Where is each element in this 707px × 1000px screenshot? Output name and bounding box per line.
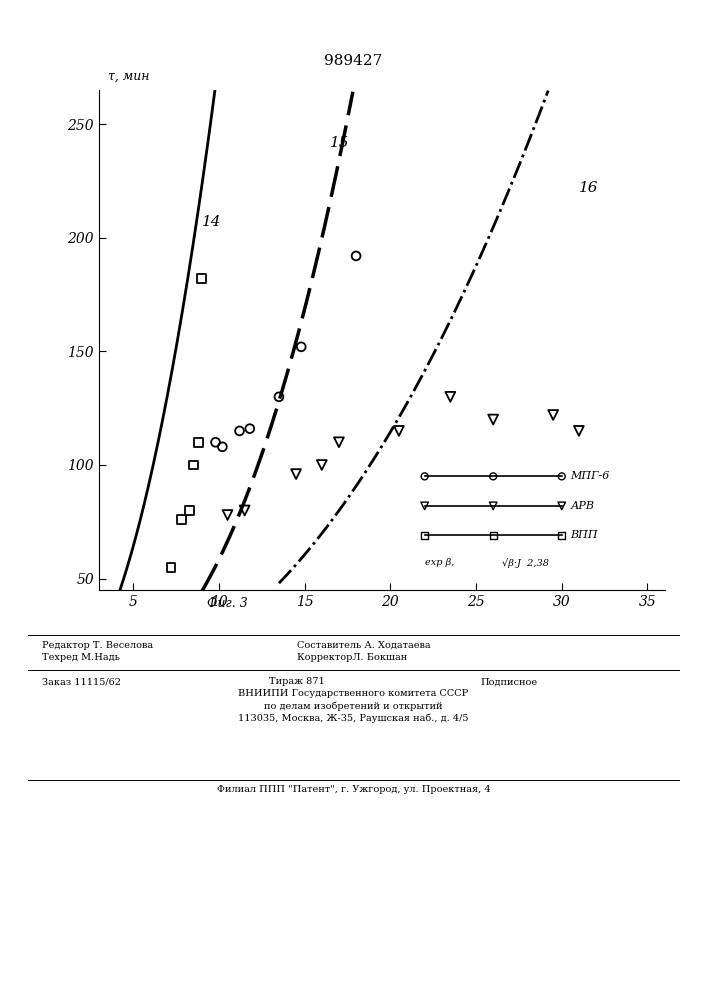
Point bbox=[239, 502, 250, 518]
Text: 15: 15 bbox=[330, 136, 350, 150]
Text: Фиг. 3: Фиг. 3 bbox=[207, 597, 248, 610]
Point bbox=[291, 466, 302, 482]
Point bbox=[187, 457, 199, 473]
Point bbox=[488, 468, 499, 484]
Text: 16: 16 bbox=[579, 181, 598, 195]
Text: Заказ 11115/62: Заказ 11115/62 bbox=[42, 678, 122, 686]
Text: Тираж 871: Тираж 871 bbox=[269, 678, 325, 686]
Text: √β·J  2,38: √β·J 2,38 bbox=[502, 558, 549, 568]
Point bbox=[222, 507, 233, 523]
Point bbox=[165, 559, 177, 575]
Text: Подписное: Подписное bbox=[481, 678, 538, 686]
Text: Филиал ППП "Патент", г. Ужгород, ул. Проектная, 4: Филиал ППП "Патент", г. Ужгород, ул. Про… bbox=[216, 786, 491, 794]
Point bbox=[573, 423, 585, 439]
Point bbox=[217, 439, 228, 455]
Point bbox=[244, 421, 255, 437]
Point bbox=[419, 468, 431, 484]
Point bbox=[419, 527, 431, 543]
Point bbox=[184, 502, 195, 518]
Text: exp β,: exp β, bbox=[425, 558, 454, 567]
Point bbox=[234, 423, 245, 439]
Point bbox=[488, 412, 499, 428]
Point bbox=[488, 498, 499, 514]
Text: АРВ: АРВ bbox=[571, 501, 595, 511]
Point bbox=[316, 457, 327, 473]
Point bbox=[333, 434, 344, 450]
Point bbox=[556, 498, 568, 514]
Point bbox=[393, 423, 404, 439]
Point bbox=[196, 271, 207, 287]
Point bbox=[351, 248, 362, 264]
Point bbox=[175, 512, 187, 528]
Text: Техред М.Надь: Техред М.Надь bbox=[42, 654, 120, 662]
Text: ВНИИПИ Государственного комитета СССР: ВНИИПИ Государственного комитета СССР bbox=[238, 690, 469, 698]
Text: МПГ-6: МПГ-6 bbox=[571, 471, 609, 481]
Text: КорректорЛ. Бокшан: КорректорЛ. Бокшан bbox=[297, 654, 407, 662]
Point bbox=[274, 389, 285, 405]
Text: Составитель А. Ходатаева: Составитель А. Ходатаева bbox=[297, 641, 431, 650]
Text: 989427: 989427 bbox=[325, 54, 382, 68]
Text: ВПП: ВПП bbox=[571, 530, 598, 540]
Point bbox=[419, 498, 431, 514]
Point bbox=[193, 434, 204, 450]
Text: τ, мин: τ, мин bbox=[107, 70, 149, 83]
Point bbox=[488, 527, 499, 543]
Text: 113035, Москва, Ж-35, Раушская наб., д. 4/5: 113035, Москва, Ж-35, Раушская наб., д. … bbox=[238, 713, 469, 723]
Text: Редактор Т. Веселова: Редактор Т. Веселова bbox=[42, 641, 153, 650]
Point bbox=[556, 527, 568, 543]
Point bbox=[445, 389, 456, 405]
Text: 14: 14 bbox=[201, 215, 221, 229]
Point bbox=[210, 434, 221, 450]
Point bbox=[296, 339, 307, 355]
Point bbox=[547, 407, 559, 423]
Point bbox=[556, 468, 568, 484]
Text: по делам изобретений и открытий: по делам изобретений и открытий bbox=[264, 701, 443, 711]
